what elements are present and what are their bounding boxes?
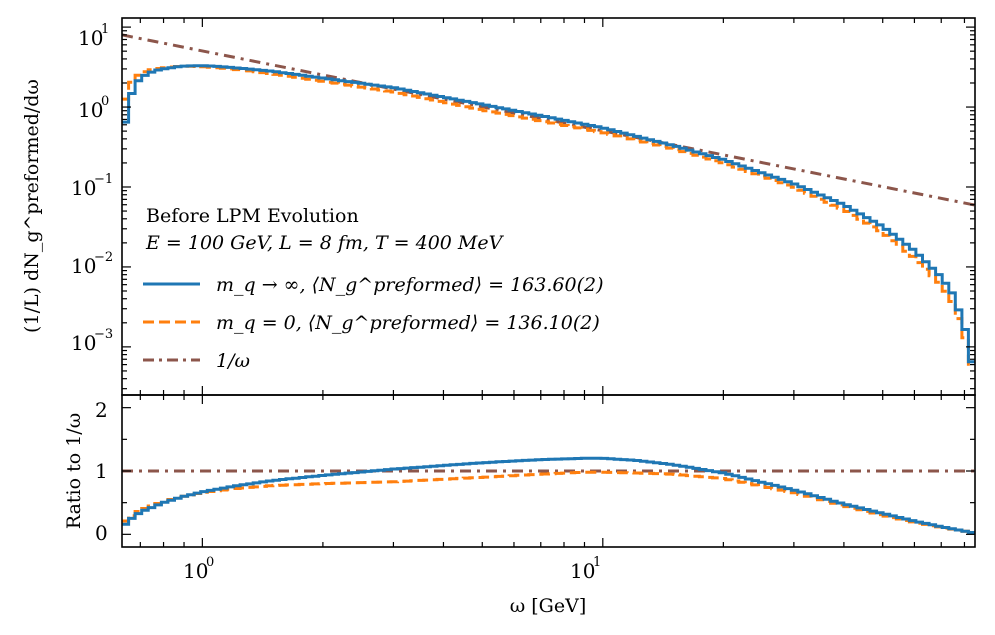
series-line-steps — [122, 456, 975, 534]
tick-label-base: 10 — [78, 98, 103, 122]
legend-label: m_q → ∞, ⟨N_g^preformed⟩ = 163.60(2) — [216, 274, 603, 296]
bottom-y-tick-label: 0 — [95, 521, 108, 545]
series-line-steps — [122, 64, 975, 364]
legend-label: m_q = 0, ⟨N_g^preformed⟩ = 136.10(2) — [216, 312, 600, 334]
legend: m_q → ∞, ⟨N_g^preformed⟩ = 163.60(2) m_q… — [143, 274, 603, 372]
tick-label-exp: 0 — [101, 94, 109, 109]
x-tick-label: 10 0 — [183, 555, 214, 583]
bottom-y-tick-label: 2 — [95, 398, 108, 422]
tick-label-base: 10 — [71, 331, 96, 355]
top-y-tick-label: 10 −3 — [71, 327, 113, 355]
top-y-tick-labels: 10 1 10 0 10 −1 10 −2 10 −3 — [71, 22, 113, 355]
axis-ticks — [122, 18, 975, 547]
annotation-title: Before LPM Evolution — [146, 205, 359, 227]
annotation-params: E = 100 GeV, L = 8 fm, T = 400 MeV — [145, 232, 505, 254]
series-line-dashed-steps — [122, 470, 975, 534]
bottom-panel-frame — [121, 394, 976, 548]
tick-label-exp: 1 — [593, 555, 601, 570]
tick-label-base: 10 — [570, 559, 595, 583]
tick-label-base: 10 — [78, 26, 103, 50]
tick-label-base: 10 — [71, 254, 96, 278]
legend-entry: m_q = 0, ⟨N_g^preformed⟩ = 136.10(2) — [143, 312, 600, 334]
bottom-y-tick-label: 1 — [95, 459, 108, 483]
top-y-axis-title: (1/L) dN_g^preformed/dω — [21, 79, 43, 333]
x-tick-label: 10 1 — [570, 555, 601, 583]
x-axis-title: ω [GeV] — [510, 595, 587, 617]
top-y-tick-label: 10 −1 — [71, 172, 113, 200]
x-tick-labels: 10 0 10 1 — [183, 555, 601, 583]
top-y-tick-label: 10 0 — [78, 94, 109, 122]
top-y-tick-label: 10 1 — [78, 22, 109, 50]
bottom-y-axis-title: Ratio to 1/ω — [63, 413, 85, 529]
tick-label-exp: −2 — [94, 250, 113, 265]
tick-label-exp: −3 — [94, 327, 113, 342]
series-line-dashdot — [122, 33, 975, 207]
bottom-y-tick-labels: 2 1 0 — [95, 398, 108, 545]
legend-entry: m_q → ∞, ⟨N_g^preformed⟩ = 163.60(2) — [143, 274, 603, 296]
tick-label-exp: 1 — [101, 22, 109, 37]
bottom-panel-series — [122, 456, 975, 534]
tick-label-exp: −1 — [94, 172, 113, 187]
legend-entry: 1/ω — [143, 350, 250, 372]
top-panel-series — [122, 33, 975, 366]
legend-label: 1/ω — [216, 350, 250, 372]
top-y-tick-label: 10 −2 — [71, 250, 113, 278]
tick-label-exp: 0 — [206, 555, 214, 570]
tick-label-base: 10 — [71, 176, 96, 200]
tick-label-base: 10 — [183, 559, 208, 583]
series-line-dashed-steps — [122, 64, 975, 366]
